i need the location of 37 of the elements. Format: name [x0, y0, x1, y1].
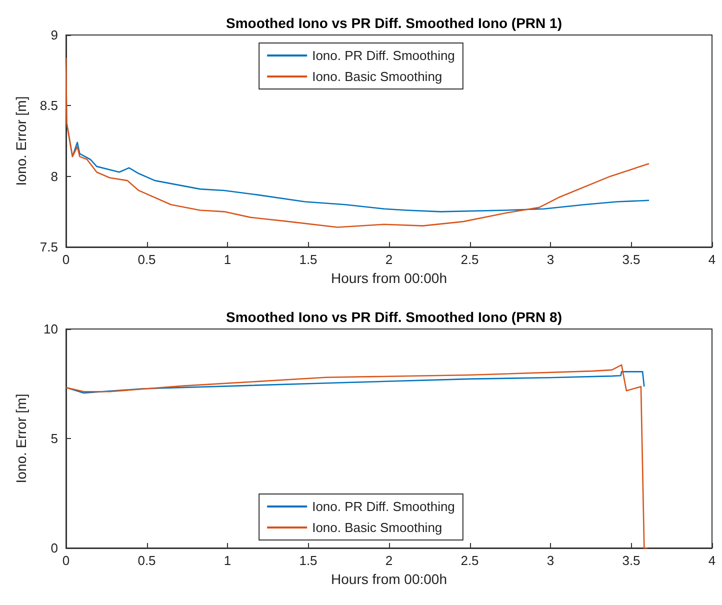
- line-series: [65, 364, 648, 549]
- y-tick-label: 5: [50, 431, 58, 446]
- x-tick-label: 2: [385, 553, 393, 568]
- y-tick-label: 8: [50, 168, 58, 184]
- x-tick-label: 0.5: [138, 553, 156, 568]
- x-axis-title: Hours from 00:00h: [331, 270, 447, 286]
- x-tick-label: 0.5: [138, 252, 156, 267]
- legend-label: Iono. PR Diff. Smoothing: [312, 48, 455, 63]
- x-axis-title: Hours from 00:00h: [331, 571, 447, 587]
- legend-label: Iono. PR Diff. Smoothing: [312, 499, 455, 514]
- x-tick-label: 2: [385, 252, 393, 267]
- x-tick-label: 2.5: [460, 252, 479, 267]
- x-tick-label: 0: [62, 252, 70, 267]
- x-tick-label: 1.5: [299, 252, 318, 267]
- x-tick-label: 4: [708, 553, 716, 568]
- y-tick-label: 0: [50, 540, 58, 556]
- x-tick-label: 3: [546, 553, 554, 568]
- y-tick-label: 10: [44, 322, 58, 336]
- x-tick-label: 2.5: [460, 553, 479, 568]
- legend-label: Iono. Basic Smoothing: [312, 520, 442, 535]
- y-tick-label: 7.5: [40, 240, 58, 254]
- x-tick-label: 1.5: [299, 553, 318, 568]
- x-tick-label: 1: [224, 553, 232, 568]
- chart-title: Smoothed Iono vs PR Diff. Smoothed Iono (PRN 8): [226, 309, 562, 325]
- y-tick-label: 8.5: [40, 98, 58, 114]
- line-series: [65, 371, 645, 394]
- legend-label: Iono. Basic Smoothing: [312, 69, 442, 84]
- x-tick-label: 3.5: [622, 553, 640, 568]
- x-tick-label: 3: [546, 252, 554, 267]
- y-axis-title: Iono. Error [m]: [13, 394, 29, 484]
- x-tick-label: 1: [224, 252, 232, 267]
- x-tick-label: 4: [708, 252, 716, 267]
- x-tick-label: 3.5: [622, 252, 640, 267]
- x-tick-label: 0: [62, 553, 70, 568]
- y-axis-title: Iono. Error [m]: [13, 96, 29, 186]
- y-tick-label: 9: [50, 28, 58, 42]
- chart-title: Smoothed Iono vs PR Diff. Smoothed Iono (PRN 1): [226, 15, 562, 31]
